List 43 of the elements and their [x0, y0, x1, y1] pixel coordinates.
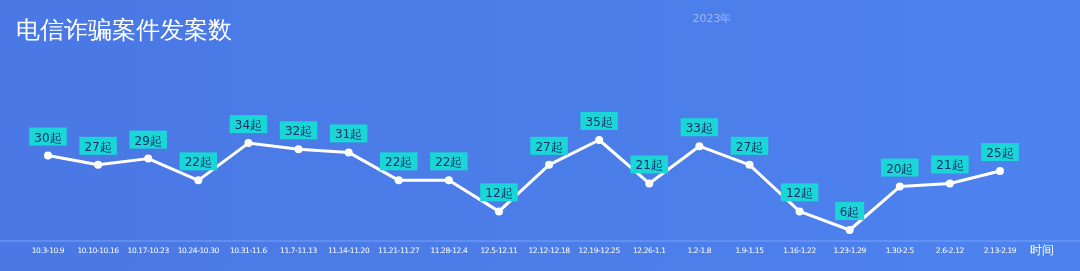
data-label: 25起 — [986, 146, 1014, 161]
point — [795, 207, 804, 216]
point — [595, 136, 604, 144]
data-label: 29起 — [134, 133, 162, 148]
data-label: 12起 — [485, 186, 513, 201]
point — [745, 160, 754, 169]
point — [244, 139, 253, 148]
text: 2023年 — [692, 12, 732, 25]
data-label: 27起 — [535, 139, 563, 154]
data-label: 22起 — [184, 155, 212, 170]
point — [44, 151, 52, 160]
point — [94, 160, 103, 169]
data-label: 12起 — [785, 186, 814, 201]
data-label: 20起 — [886, 161, 914, 176]
point — [344, 148, 353, 157]
point — [194, 176, 203, 185]
data-label: 33起 — [685, 121, 714, 136]
data-label: 30起 — [34, 130, 62, 145]
point — [144, 154, 153, 163]
data-label: 31起 — [334, 127, 363, 142]
point — [494, 207, 503, 216]
point — [444, 176, 453, 185]
data-label: 22起 — [435, 155, 463, 170]
data-label: 21起 — [936, 158, 964, 173]
point — [545, 160, 554, 169]
data-label: 27起 — [735, 139, 764, 154]
data-label: 34起 — [234, 118, 263, 133]
point — [845, 226, 854, 234]
point — [945, 179, 954, 188]
data-label: 21起 — [635, 158, 663, 173]
point — [695, 142, 704, 151]
point — [895, 182, 904, 191]
data-label: 27起 — [84, 139, 112, 154]
data-label: 22起 — [385, 155, 413, 170]
data-label: 6起 — [839, 205, 860, 219]
point — [294, 145, 303, 154]
data-label: 32起 — [284, 124, 313, 139]
point — [394, 176, 403, 185]
x-axis-title: 时间 — [1030, 243, 1054, 257]
point — [996, 167, 1004, 176]
chart-title: 电信诈骗案件发案数 — [16, 16, 232, 44]
point — [645, 179, 654, 188]
data-label: 35起 — [585, 115, 613, 129]
